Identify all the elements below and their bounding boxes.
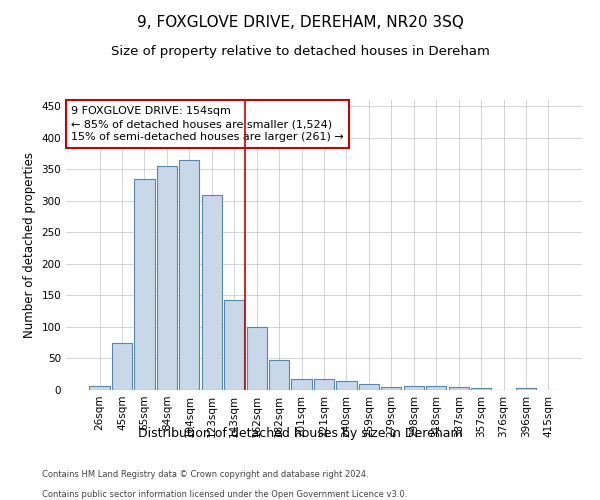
Bar [314,380,334,390]
Bar [247,327,267,390]
Bar [426,386,446,390]
Bar [381,387,401,390]
Bar [449,387,469,390]
Bar [157,166,177,390]
Bar [359,384,379,390]
Bar [404,386,424,390]
Y-axis label: Number of detached properties: Number of detached properties [23,152,36,338]
Bar [292,380,311,390]
Bar [516,388,536,390]
Bar [89,386,110,390]
Bar [471,388,491,390]
Text: Contains public sector information licensed under the Open Government Licence v3: Contains public sector information licen… [42,490,407,499]
Text: Contains HM Land Registry data © Crown copyright and database right 2024.: Contains HM Land Registry data © Crown c… [42,470,368,479]
Text: 9, FOXGLOVE DRIVE, DEREHAM, NR20 3SQ: 9, FOXGLOVE DRIVE, DEREHAM, NR20 3SQ [137,15,463,30]
Bar [269,360,289,390]
Bar [134,179,155,390]
Bar [112,342,132,390]
Text: Distribution of detached houses by size in Dereham: Distribution of detached houses by size … [137,428,463,440]
Bar [224,300,244,390]
Bar [179,160,199,390]
Bar [202,194,222,390]
Text: 9 FOXGLOVE DRIVE: 154sqm
← 85% of detached houses are smaller (1,524)
15% of sem: 9 FOXGLOVE DRIVE: 154sqm ← 85% of detach… [71,106,344,142]
Text: Size of property relative to detached houses in Dereham: Size of property relative to detached ho… [110,45,490,58]
Bar [337,381,356,390]
